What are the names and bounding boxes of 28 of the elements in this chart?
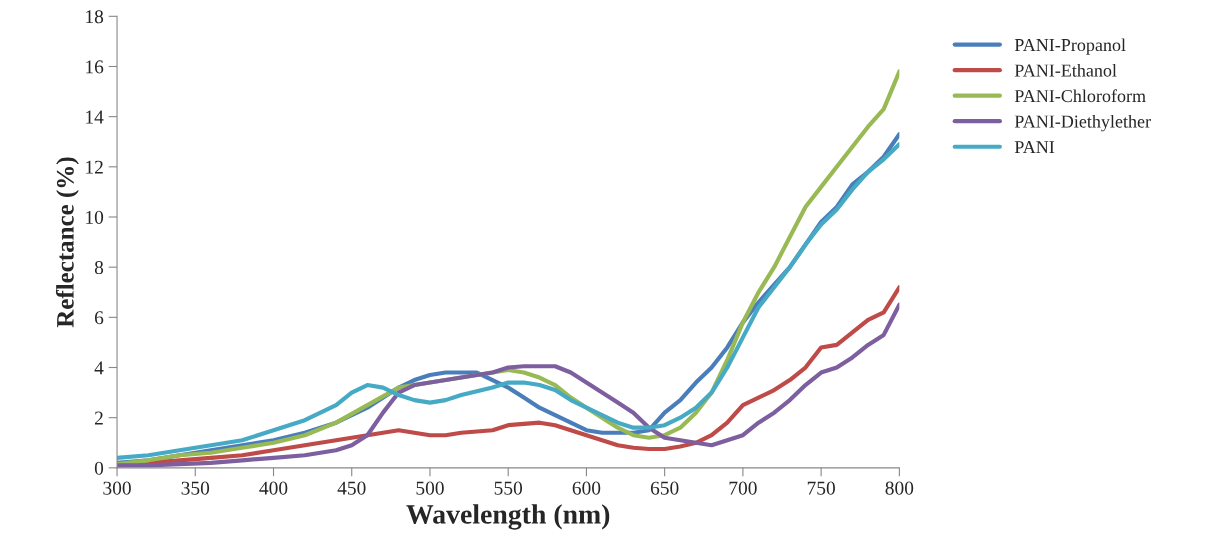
y-tick-label: 6	[94, 311, 104, 325]
y-tick-label: 16	[86, 60, 104, 74]
x-tick-label: 800	[885, 481, 914, 495]
legend-label: PANI-Ethanol	[1014, 63, 1117, 77]
y-tick-label: 10	[86, 210, 104, 224]
legend-label: PANI-Propanol	[1014, 38, 1126, 55]
legend-label: PANI	[1014, 141, 1055, 154]
y-tick-label: 0	[94, 461, 104, 475]
x-tick-label: 450	[337, 481, 366, 495]
x-tick-label: 550	[494, 481, 523, 495]
y-axis-title: Reflectance (%)	[55, 157, 79, 328]
x-tick-label: 700	[729, 481, 757, 495]
y-tick-label: 8	[94, 260, 104, 275]
x-tick-label: 400	[259, 481, 288, 495]
y-tick-label: 18	[86, 10, 104, 24]
y-tick-label: 12	[86, 160, 103, 174]
x-axis-title: Wavelength (nm)	[406, 504, 610, 530]
x-tick-label: 600	[572, 481, 601, 495]
legend-label: PANI-Diethylether	[1014, 114, 1151, 132]
x-tick-label: 300	[103, 481, 131, 495]
x-tick-label: 500	[416, 481, 444, 495]
y-tick-label: 2	[94, 411, 103, 425]
x-tick-label: 650	[650, 481, 679, 495]
legend-label: PANI-Chloroform	[1014, 89, 1146, 103]
x-tick-label: 750	[807, 481, 835, 495]
y-tick-label: 4	[94, 361, 104, 375]
y-tick-label: 14	[86, 110, 104, 124]
x-tick-label: 350	[181, 481, 210, 495]
